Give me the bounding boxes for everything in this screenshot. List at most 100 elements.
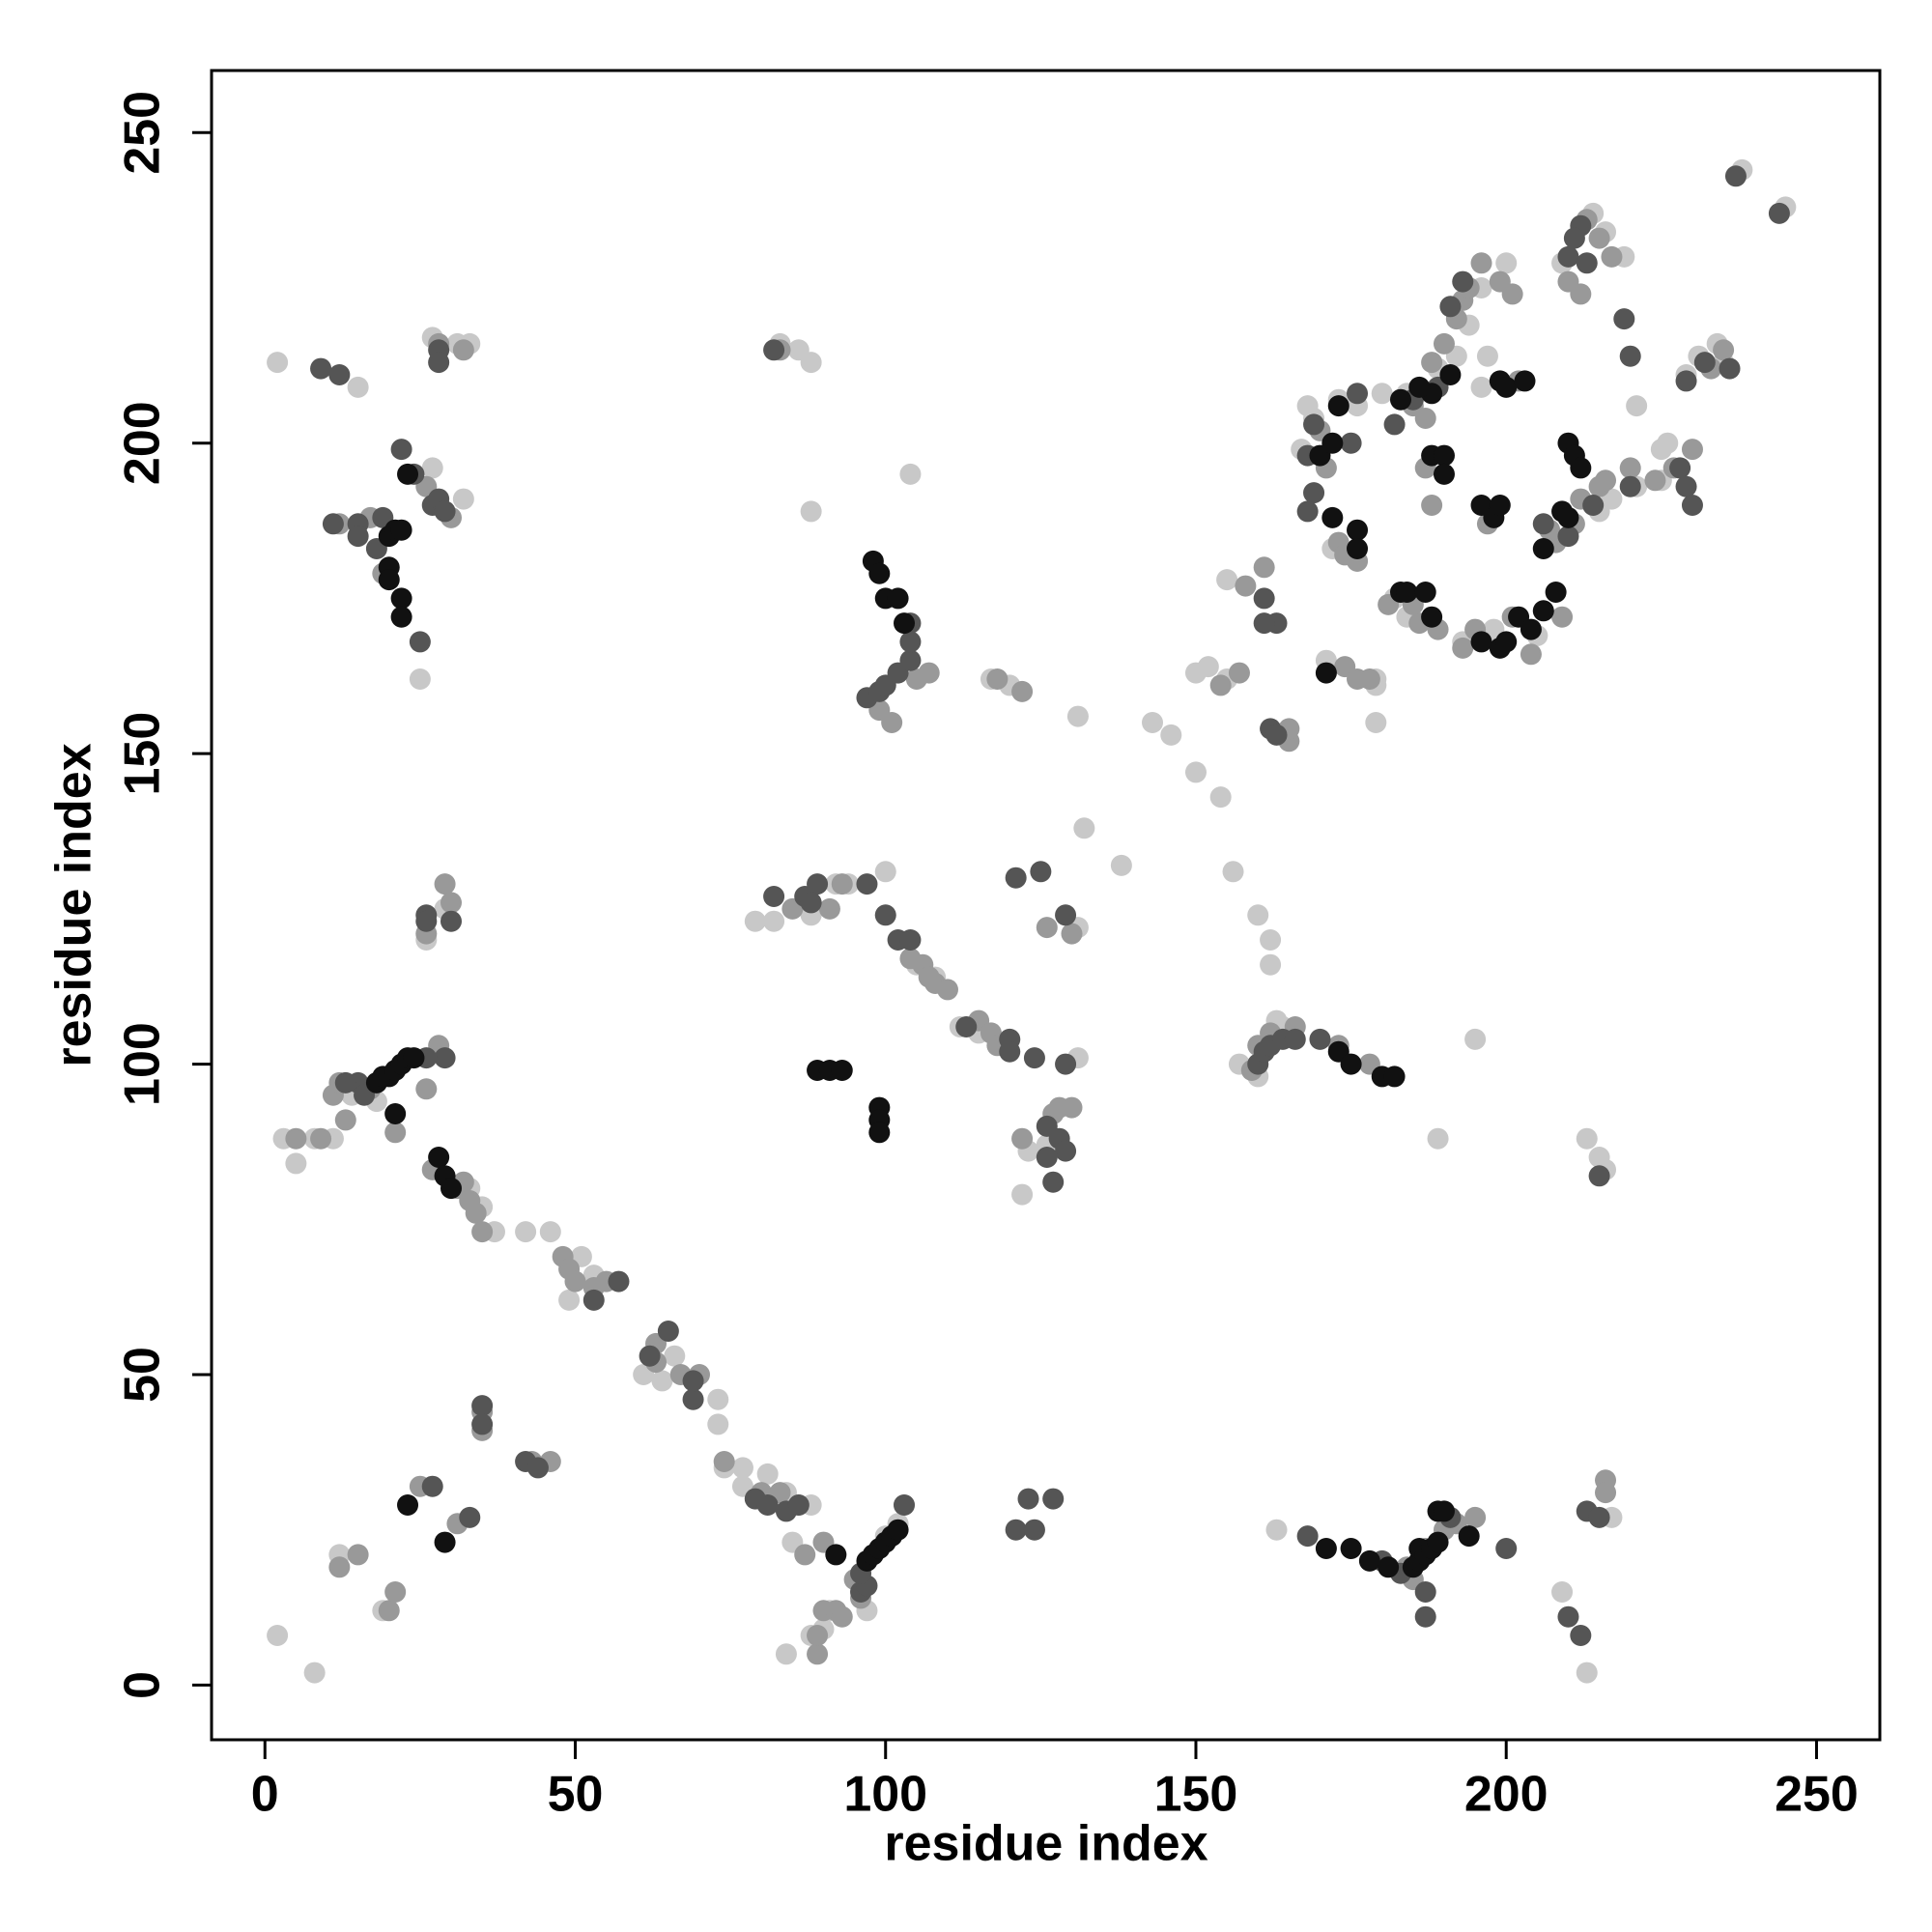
point xyxy=(1619,345,1641,367)
x-axis-title: residue index xyxy=(884,1816,1208,1872)
y-tick-label: 50 xyxy=(115,1347,171,1403)
point xyxy=(818,897,840,920)
point xyxy=(1693,352,1716,374)
point xyxy=(1303,482,1325,504)
point xyxy=(1427,1531,1449,1553)
point xyxy=(763,339,785,361)
point xyxy=(378,1600,400,1622)
point xyxy=(1347,668,1369,690)
point xyxy=(1563,227,1585,249)
point xyxy=(1340,1538,1362,1559)
point xyxy=(1433,463,1455,485)
point xyxy=(899,929,922,951)
point xyxy=(1439,364,1462,385)
point xyxy=(1303,413,1325,436)
point xyxy=(1197,656,1219,678)
x-tick-label: 50 xyxy=(548,1767,604,1823)
point xyxy=(707,1413,729,1435)
point xyxy=(384,1581,407,1603)
point xyxy=(1005,1519,1027,1541)
point xyxy=(1408,376,1431,398)
point xyxy=(1296,1525,1319,1548)
point xyxy=(1588,227,1610,249)
point xyxy=(384,1122,407,1144)
point xyxy=(397,1494,419,1516)
point xyxy=(1321,506,1344,528)
point xyxy=(1532,600,1554,622)
point xyxy=(434,500,456,523)
point xyxy=(1023,1519,1045,1541)
x-tick-label: 100 xyxy=(843,1767,927,1823)
point xyxy=(415,1078,438,1100)
point xyxy=(807,1643,829,1665)
point xyxy=(1414,1605,1436,1628)
point xyxy=(831,1605,853,1628)
point xyxy=(887,587,909,610)
point xyxy=(452,488,474,510)
point xyxy=(285,1152,307,1175)
point xyxy=(1260,929,1282,951)
point xyxy=(763,886,785,907)
point xyxy=(471,1395,494,1417)
point xyxy=(744,910,766,932)
point xyxy=(1209,786,1232,809)
point xyxy=(856,873,878,895)
point xyxy=(1470,252,1492,274)
point xyxy=(415,910,438,932)
point xyxy=(328,364,351,385)
point xyxy=(874,861,896,883)
point xyxy=(1476,345,1498,367)
point xyxy=(1433,444,1455,467)
point xyxy=(1768,202,1790,224)
point xyxy=(390,519,412,541)
point xyxy=(428,352,450,374)
point xyxy=(459,1506,481,1528)
point xyxy=(1011,680,1034,702)
point xyxy=(1011,1183,1034,1206)
point xyxy=(1030,861,1052,883)
point xyxy=(1110,854,1132,876)
point xyxy=(1036,1147,1058,1168)
point xyxy=(421,1475,443,1497)
y-axis-title: residue index xyxy=(46,743,102,1066)
point xyxy=(1421,606,1443,628)
point xyxy=(825,1544,847,1566)
point xyxy=(347,376,369,398)
point xyxy=(267,1625,289,1646)
point xyxy=(731,1457,753,1479)
point xyxy=(1495,376,1518,398)
point xyxy=(1296,395,1319,417)
point xyxy=(899,631,922,653)
point xyxy=(303,1662,326,1684)
point xyxy=(1619,475,1641,497)
point xyxy=(639,1345,661,1367)
point xyxy=(390,439,412,461)
point xyxy=(526,1457,549,1479)
point xyxy=(1396,582,1418,603)
point xyxy=(1551,606,1574,628)
point xyxy=(986,668,1009,690)
point xyxy=(434,873,456,895)
point xyxy=(403,1047,425,1069)
point xyxy=(1296,500,1319,523)
point xyxy=(1532,538,1554,559)
point xyxy=(1042,1488,1065,1510)
point xyxy=(558,1289,581,1311)
point xyxy=(1247,904,1269,926)
point xyxy=(1228,662,1250,684)
point xyxy=(763,910,785,932)
point xyxy=(378,569,400,591)
point xyxy=(1055,1140,1077,1162)
point xyxy=(899,463,922,485)
point xyxy=(1452,270,1474,293)
point xyxy=(539,1221,561,1243)
point xyxy=(1532,513,1554,535)
y-tick-label: 150 xyxy=(115,712,171,796)
point xyxy=(1284,1028,1306,1050)
point xyxy=(310,1127,332,1150)
point xyxy=(1464,1028,1487,1050)
x-tick-label: 250 xyxy=(1775,1767,1859,1823)
point xyxy=(1253,587,1275,610)
point xyxy=(1570,1625,1592,1646)
point xyxy=(651,1370,673,1392)
